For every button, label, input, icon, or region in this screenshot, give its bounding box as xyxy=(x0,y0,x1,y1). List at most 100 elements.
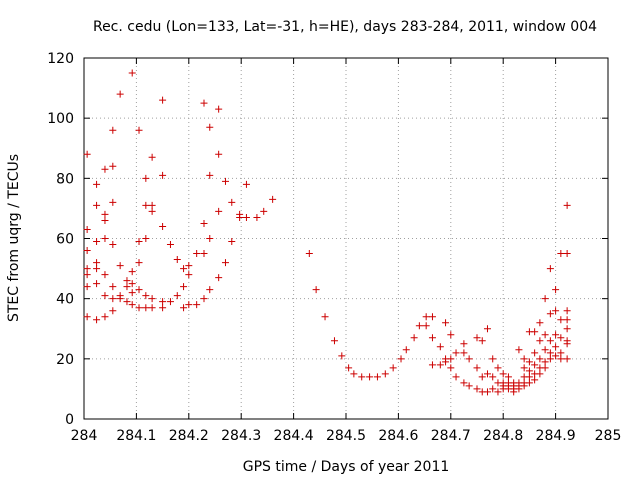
data-point xyxy=(436,343,444,351)
x-tick-label: 284.6 xyxy=(378,428,418,444)
data-point xyxy=(93,280,101,288)
x-tick-label: 284.1 xyxy=(116,428,156,444)
data-point xyxy=(123,283,131,291)
data-point xyxy=(135,238,143,246)
data-point xyxy=(541,364,549,372)
data-point xyxy=(563,307,571,315)
data-point xyxy=(489,385,497,393)
data-point xyxy=(116,295,124,303)
data-point xyxy=(260,207,268,215)
data-point xyxy=(180,304,188,312)
data-point xyxy=(159,222,167,230)
data-point xyxy=(447,355,455,363)
data-point xyxy=(83,247,91,255)
chart-title: Rec. cedu (Lon=133, Lat=-31, h=HE), days… xyxy=(93,19,597,35)
data-point xyxy=(253,213,261,221)
data-point xyxy=(185,271,193,279)
data-point xyxy=(200,250,208,258)
data-point xyxy=(373,373,381,381)
data-point xyxy=(397,355,405,363)
data-point xyxy=(489,373,497,381)
data-point xyxy=(483,370,491,378)
y-tick-label: 120 xyxy=(47,51,74,67)
data-point xyxy=(101,271,109,279)
data-point xyxy=(436,361,444,369)
data-point xyxy=(83,283,91,291)
data-point xyxy=(123,298,131,306)
data-point xyxy=(83,265,91,273)
data-point xyxy=(236,213,244,221)
data-point xyxy=(312,286,320,294)
data-point xyxy=(410,334,418,342)
data-point xyxy=(531,361,539,369)
data-point xyxy=(350,370,358,378)
data-point xyxy=(109,198,117,206)
data-point xyxy=(200,219,208,227)
data-point xyxy=(504,373,512,381)
data-point xyxy=(546,310,554,318)
data-point xyxy=(142,201,150,209)
data-point xyxy=(109,241,117,249)
data-point xyxy=(366,373,374,381)
data-point xyxy=(93,201,101,209)
data-point xyxy=(460,379,468,387)
data-point xyxy=(428,361,436,369)
data-point xyxy=(83,225,91,233)
data-point xyxy=(166,241,174,249)
y-tick-label: 60 xyxy=(56,232,74,248)
data-point xyxy=(148,201,156,209)
data-point xyxy=(159,304,167,312)
data-point xyxy=(193,250,201,258)
data-point xyxy=(415,322,423,330)
data-point xyxy=(541,346,549,354)
data-point xyxy=(221,177,229,185)
data-point xyxy=(228,198,236,206)
data-point xyxy=(142,304,150,312)
data-point xyxy=(83,150,91,158)
data-point xyxy=(478,337,486,345)
data-point xyxy=(93,238,101,246)
data-point xyxy=(552,307,560,315)
data-point xyxy=(520,382,528,390)
data-point xyxy=(128,289,136,297)
data-point xyxy=(460,340,468,348)
data-point xyxy=(478,373,486,381)
data-point xyxy=(305,250,313,258)
data-point xyxy=(536,337,544,345)
data-point xyxy=(428,334,436,342)
data-point xyxy=(473,385,481,393)
data-point xyxy=(93,265,101,273)
data-point xyxy=(101,313,109,321)
data-point xyxy=(173,256,181,264)
data-point xyxy=(215,105,223,113)
data-point xyxy=(525,358,533,366)
data-point xyxy=(135,304,143,312)
x-axis: 284 284.1 284.2 284.3 284.4 284.5 284.6 284.7 28… xyxy=(71,58,621,444)
x-tick-label: 284.9 xyxy=(536,428,576,444)
data-point xyxy=(173,292,181,300)
data-point xyxy=(330,337,338,345)
data-point xyxy=(142,292,150,300)
data-point xyxy=(442,319,450,327)
data-point xyxy=(483,325,491,333)
data-point xyxy=(389,364,397,372)
data-point xyxy=(557,250,565,258)
data-point xyxy=(93,316,101,324)
data-point xyxy=(166,298,174,306)
x-tick-label: 284.5 xyxy=(326,428,366,444)
data-point xyxy=(83,271,91,279)
data-point xyxy=(452,349,460,357)
data-point xyxy=(546,355,554,363)
data-point xyxy=(422,313,430,321)
data-point xyxy=(159,171,167,179)
y-tick-label: 80 xyxy=(56,171,74,187)
data-point xyxy=(452,373,460,381)
data-point xyxy=(101,292,109,300)
data-point xyxy=(135,286,143,294)
data-point xyxy=(200,295,208,303)
data-point xyxy=(116,90,124,98)
data-point xyxy=(531,328,539,336)
y-axis: 0 20 40 60 80 100 120 xyxy=(47,51,608,428)
data-point xyxy=(473,334,481,342)
data-point xyxy=(193,301,201,309)
